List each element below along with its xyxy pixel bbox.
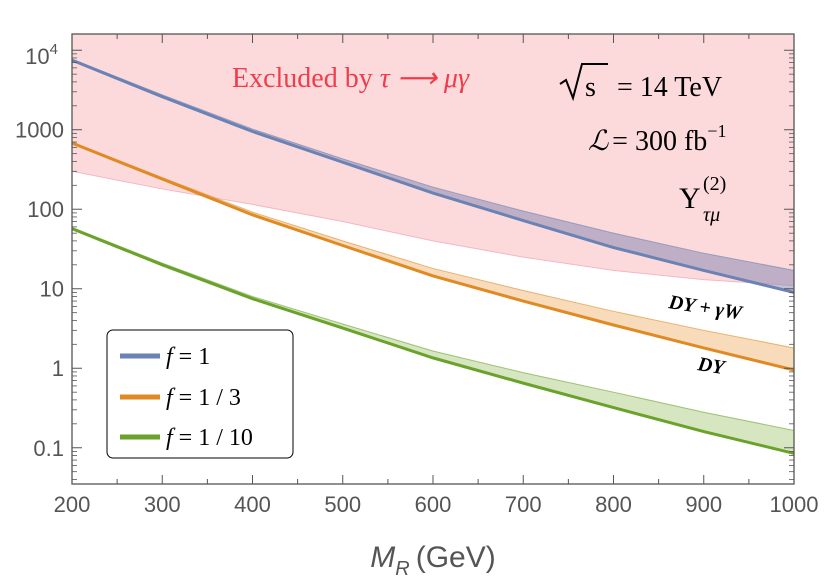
- legend-entry-3: f = 1 / 10: [166, 425, 253, 451]
- line-series-3: [72, 227, 794, 455]
- legend-entry-3-value: = 1 / 10: [179, 425, 253, 451]
- x-tick-label-800: 800: [595, 492, 632, 517]
- energy-value: = 14 TeV: [617, 72, 722, 103]
- excluded-label-process: τ ⟶ μγ: [380, 63, 470, 94]
- excluded-label-prefix: Excluded by: [232, 63, 380, 94]
- band-series-3: [72, 227, 794, 454]
- legend-box: [106, 329, 294, 459]
- x-tick-label-700: 700: [505, 492, 542, 517]
- y-tick-label-1000: 1000: [15, 118, 64, 143]
- legend-entry-3-f: f: [166, 425, 176, 451]
- x-tick-label-400: 400: [234, 492, 271, 517]
- y-tick-top-exp: 4: [50, 41, 58, 58]
- x-axis-title: MR (GeV): [370, 541, 495, 580]
- coupling-subscript: τμ: [703, 204, 720, 226]
- excluded-label: Excluded by τ ⟶ μγ: [232, 63, 470, 94]
- x-tick-label-1000: 1000: [770, 492, 819, 517]
- coupling-symbol: Y: [679, 182, 701, 215]
- legend: f = 1 f = 1 / 3 f = 1 / 10: [106, 329, 294, 459]
- line-series-1: [72, 58, 794, 294]
- band-label-dy: DY: [695, 353, 728, 379]
- line-upper-series-2: [72, 141, 794, 349]
- legend-entry-1: f = 1: [166, 344, 210, 370]
- coupling-annotation: Y (2) τμ: [679, 173, 726, 226]
- band-series-2: [72, 142, 794, 371]
- excluded-region: [72, 34, 794, 286]
- band-series-1: [72, 59, 794, 293]
- lumi-symbol: ℒ: [588, 126, 609, 157]
- legend-entry-2-value: = 1 / 3: [179, 385, 241, 411]
- y-tick-label-0.1: 0.1: [33, 436, 64, 461]
- legend-entry-1-value: = 1: [179, 344, 211, 370]
- x-tick-label-900: 900: [685, 492, 722, 517]
- y-tick-label-100: 100: [27, 197, 64, 222]
- legend-entry-1-f: f: [166, 344, 176, 370]
- y-tick-label-top: 104: [25, 41, 58, 69]
- line-series-2: [72, 141, 794, 372]
- coupling-superscript: (2): [703, 173, 726, 195]
- lumi-annotation: ℒ = 300 fb−1: [588, 121, 726, 157]
- lumi-value: = 300 fb: [612, 126, 707, 157]
- y-tick-top-base: 10: [25, 44, 49, 69]
- x-tick-label-600: 600: [415, 492, 452, 517]
- x-axis-symbol: M: [370, 541, 395, 574]
- line-upper-series-1: [72, 58, 794, 271]
- legend-entry-2-f: f: [166, 385, 176, 411]
- line-upper-series-3: [72, 226, 794, 431]
- x-axis-unit: (GeV): [416, 541, 496, 574]
- legend-entry-2: f = 1 / 3: [166, 385, 241, 411]
- sqrt-s: s: [585, 72, 596, 103]
- x-tick-label-500: 500: [324, 492, 361, 517]
- energy-annotation: s = 14 TeV: [559, 63, 722, 103]
- y-tick-label-1: 1: [52, 356, 64, 381]
- x-tick-label-200: 200: [54, 492, 91, 517]
- x-tick-label-300: 300: [144, 492, 181, 517]
- x-axis-subscript: R: [395, 558, 409, 580]
- y-tick-label-10: 10: [40, 277, 64, 302]
- lumi-exponent: −1: [707, 121, 726, 141]
- sqrt-sign: [559, 63, 608, 102]
